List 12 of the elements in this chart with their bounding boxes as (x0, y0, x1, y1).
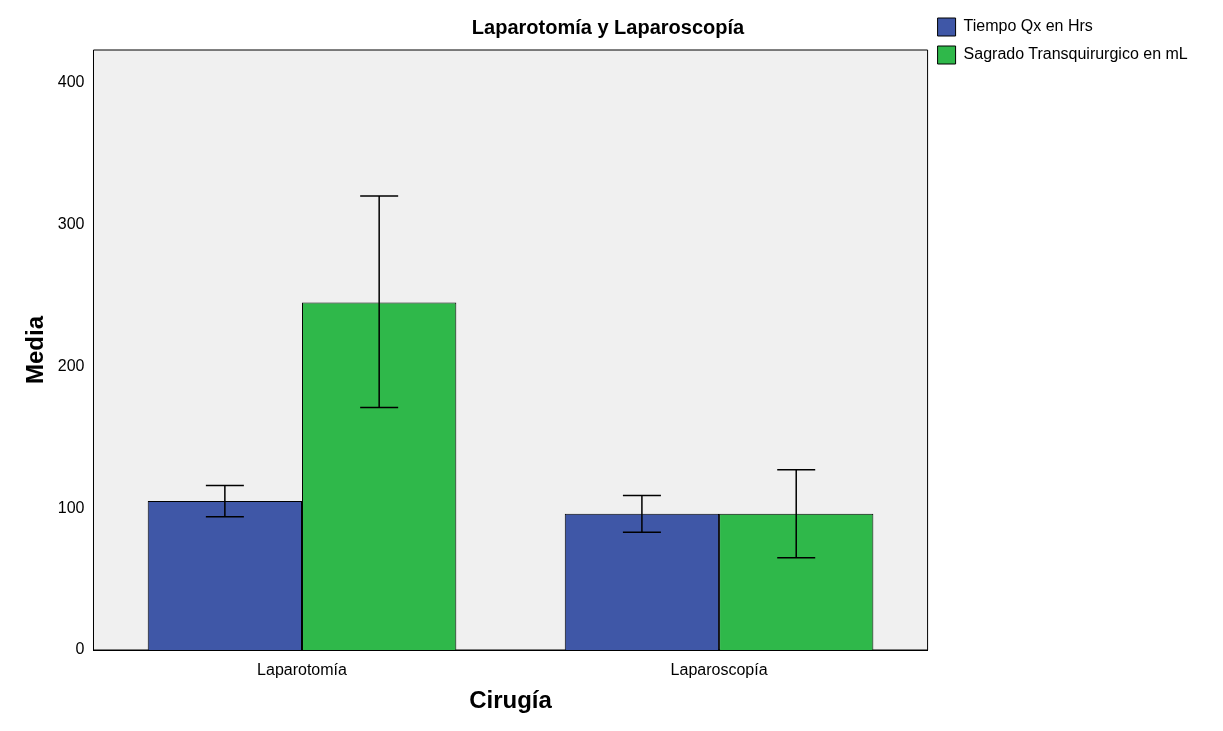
y-tick-label: 400 (57, 73, 85, 91)
y-tick-label: 300 (57, 214, 85, 232)
legend-label: Tiempo Qx en Hrs (963, 17, 1093, 35)
x-tick-label: Laparoscopía (670, 661, 768, 679)
x-tick-label: Laparotomía (257, 661, 348, 679)
y-tick-label: 0 (75, 640, 85, 658)
y-tick-label: 200 (57, 356, 85, 374)
y-tick-label: 100 (57, 498, 85, 516)
chart-title: Laparotomía y Laparoscopía (471, 15, 746, 38)
x-axis-title: Cirugía (469, 686, 553, 714)
y-axis-title: Media (21, 315, 49, 385)
legend-label: Sagrado Transquirurgico en mL (963, 45, 1188, 63)
